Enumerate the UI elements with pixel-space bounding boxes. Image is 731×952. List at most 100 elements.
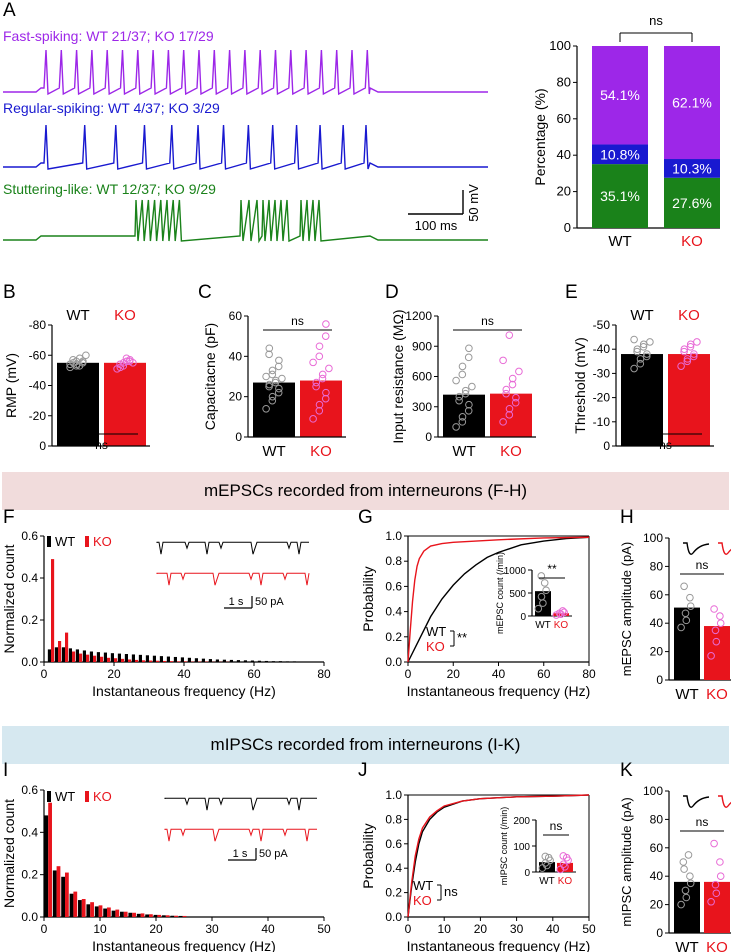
panel-f-hist-bar-wt [201,658,205,662]
panel-k-dot-wt [677,900,685,909]
panel-e-y-label: Threshold (mV) [572,337,588,433]
panel-i-x-label: Instantaneous frequency (Hz) [92,938,276,952]
panel-f-hist-bar-wt [166,656,170,662]
panel-h-dot-wt [686,602,695,610]
panel-c-dot-ko [322,320,330,328]
panel-i-hist-bar-ko [157,914,162,917]
panel-g-inset-y-tick-label: 500 [509,589,526,600]
panel-c-dot-ko [321,332,330,340]
panel-a-y-tick-label: 60 [557,111,571,126]
panel-f-sample-trace-wt [156,541,309,555]
panel-h-x-label-ko: KO [706,686,728,703]
panel-i-x-tick-label: 0 [41,922,48,936]
panel-k-avg-trace-ko [718,795,731,808]
panel-h-dot-ko [707,652,715,660]
panel-e-y-tick-label: -10 [593,415,611,429]
panel-h-label: H [620,507,634,528]
panel-f-hist-bar-wt [110,653,114,662]
panel-f-hist-bar-ko [72,651,76,662]
panel-f-hist-bar-wt [292,661,296,662]
panel-b-bar-wt [57,362,99,446]
panel-i-legend-swatch-ko [85,791,89,802]
panel-i-hist-bar-ko [174,915,178,917]
panel-c-label: C [198,282,212,303]
panel-c-dot-wt [278,374,286,383]
panel-e-dot-ko [677,362,685,370]
panel-b-dot-wt [66,360,74,369]
panel-f-hist-bar-wt [236,660,240,662]
panel-d-dot-ko [508,374,517,383]
panel-f-hist-bar-wt [194,658,198,662]
panel-h-dot-ko [712,637,721,646]
panel-c-dot-wt [268,396,277,405]
panel-j-x-tick-label: 0 [405,922,412,936]
panel-d-dot-ko [512,393,520,402]
panel-d-dot-wt [461,386,470,395]
panel-i-sample-trace-ko [164,828,317,842]
panel-f-hist-bar-wt [208,659,212,662]
panel-c-dot-wt [262,404,270,413]
panel-f-label: F [3,507,15,528]
stacked-segment-stutter-wt [592,164,648,228]
panel-f-hist-bar-wt [180,657,184,662]
panel-k-y-tick-label: 20 [650,898,664,912]
panel-d-dot-ko [505,404,514,413]
panel-c-dot-wt [262,372,270,381]
panel-e-dot-ko [680,347,688,356]
panel-f-hist-bar-wt [68,648,72,662]
panel-e-dot-ko [689,352,698,361]
panel-k-x-label-wt: WT [675,939,698,952]
stacked-segment-stutter-ko [664,177,720,228]
panel-b-label: B [3,282,16,303]
panel-g-inset-y-tick-label: 1000 [504,566,527,577]
panel-h-y-label: mEPSC amplitude (pA) [619,542,634,676]
panel-h-dot-wt [682,616,691,625]
panel-k-x-label-ko: KO [706,939,728,952]
panel-d-dot-wt [458,362,467,371]
panel-c-x-label-wt: WT [262,443,285,460]
panel-a-sig-label: ns [649,13,663,28]
panel-f-sample-trace-ko [156,572,310,586]
panel-f-y-label: Normalized count [1,544,17,653]
panel-h-y-tick-label: 80 [650,559,664,573]
panel-f-hist-bar-ko [107,657,111,662]
trace-label-stutter: Stuttering-like: WT 12/37; KO 9/29 [3,181,216,197]
panel-f-hist-bar-wt [152,655,156,662]
mepsc-section-banner: mEPSCs recorded from interneurons (F-H) [2,472,729,510]
panel-e-dot-wt [633,347,641,356]
panel-d-dot-wt [464,353,473,362]
panel-i-y-tick-label: 0.4 [21,825,38,839]
panel-f-hist-bar-ko [65,632,69,662]
stacked-segment-regular-wt [592,144,648,165]
panel-h-x-label-wt: WT [675,686,698,703]
panel-e-y-tick-label: -20 [593,391,611,405]
panel-i-hist-bar-ko [165,915,170,917]
panel-i-hist-bar-wt [120,911,124,917]
segment-label-regular-ko: 10.3% [672,160,712,176]
panel-j-inset-x-label-wt: WT [539,876,555,887]
panel-f-hist-bar-wt [278,661,282,662]
panel-a-x-label-wt: WT [608,233,631,250]
panel-f-hist-bar-wt [131,654,135,662]
panel-e-dot-ko [693,338,701,346]
panel-f-hist-bar-wt [159,656,163,662]
panel-c-y-tick-label: 0 [235,430,242,444]
panel-c-dot-ko [312,378,321,387]
panel-c-y-tick-label: 60 [229,309,243,323]
panel-b-y-label: RMP (mV) [3,353,19,418]
panel-f-legend-ko: KO [93,534,112,549]
panel-i-hist-bar-wt [52,870,57,917]
panel-f-y-tick-label: 0.4 [21,571,38,585]
panel-g-label: G [358,507,373,528]
panel-g-inset-y-tick-label: 0 [520,612,526,623]
panel-g-inset-y-label: mEPSC count (/min) [495,552,505,634]
panel-k-dot-wt [680,865,688,873]
panel-b-dot-ko [116,360,124,369]
panel-c-dot-wt [265,344,274,353]
trace-label-regular: Regular-spiking: WT 4/37; KO 3/29 [3,100,220,116]
panel-f-hist-bar-wt [89,651,93,662]
panel-f-scale-amp: 50 pA [255,596,284,608]
panel-h-y-tick-label: 60 [650,588,664,602]
panel-c-y-tick-label: 40 [229,349,243,363]
panel-e-dot-wt [636,359,645,368]
